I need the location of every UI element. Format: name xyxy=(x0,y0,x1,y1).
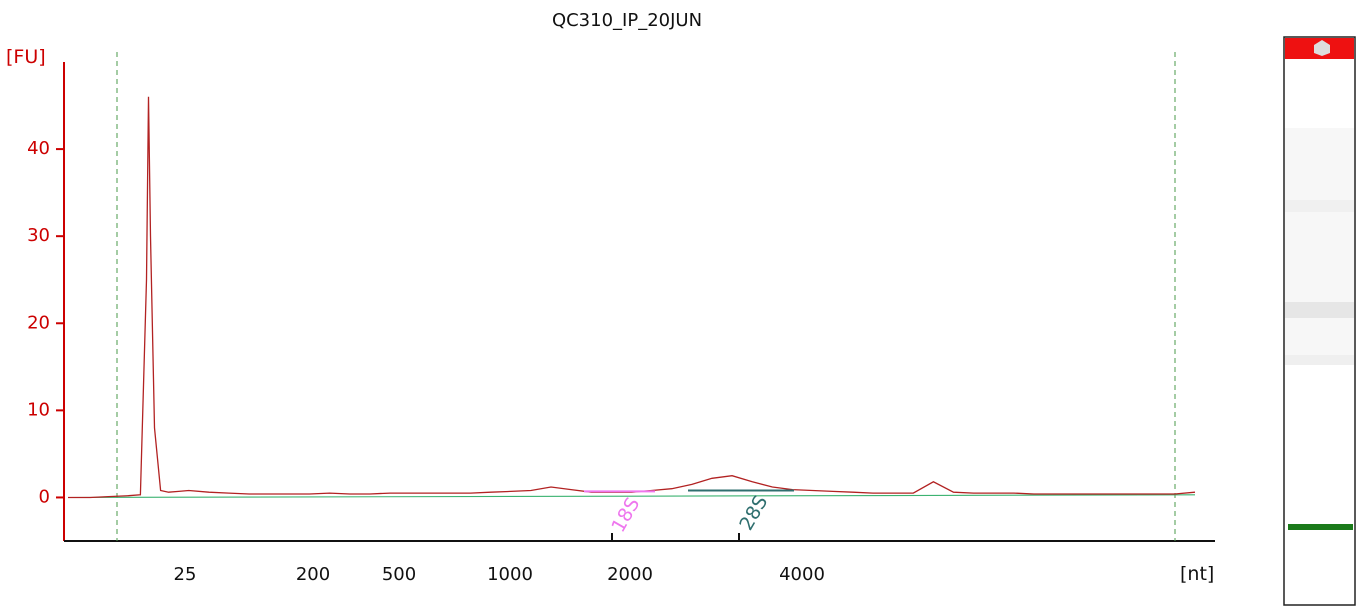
signal-trace-line xyxy=(68,96,1196,499)
gel-band-lower-marker xyxy=(1288,524,1353,530)
x-tick-label: 4000 xyxy=(779,564,825,585)
x-tick-label: 1000 xyxy=(487,564,533,585)
gel-upper-marker-blob xyxy=(1314,40,1330,56)
baseline-line xyxy=(67,494,1196,499)
x-tick-label: 2000 xyxy=(607,564,653,585)
gel-lane-panel xyxy=(1283,36,1356,606)
gel-lane-haze xyxy=(1285,128,1354,358)
x-axis-label: [nt] xyxy=(1180,563,1214,585)
gel-band-faint-middle xyxy=(1285,302,1354,318)
peak-label: 28S xyxy=(735,492,772,534)
y-axis-label: [FU] xyxy=(6,46,46,68)
y-tick-label: 0 xyxy=(39,486,50,507)
y-tick-label: 20 xyxy=(27,312,50,333)
x-tick-label: 500 xyxy=(382,564,416,585)
y-tick-label: 40 xyxy=(27,138,50,159)
peak-label: 18S xyxy=(607,494,644,536)
x-tick-label: 200 xyxy=(296,564,330,585)
gel-band-faint-upper xyxy=(1285,200,1354,212)
gel-band-faint-lower xyxy=(1285,355,1354,365)
y-tick-label: 30 xyxy=(27,225,50,246)
chart-title: QC310_IP_20JUN xyxy=(552,10,702,31)
y-tick-label: 10 xyxy=(27,399,50,420)
x-tick-label: 25 xyxy=(174,564,197,585)
